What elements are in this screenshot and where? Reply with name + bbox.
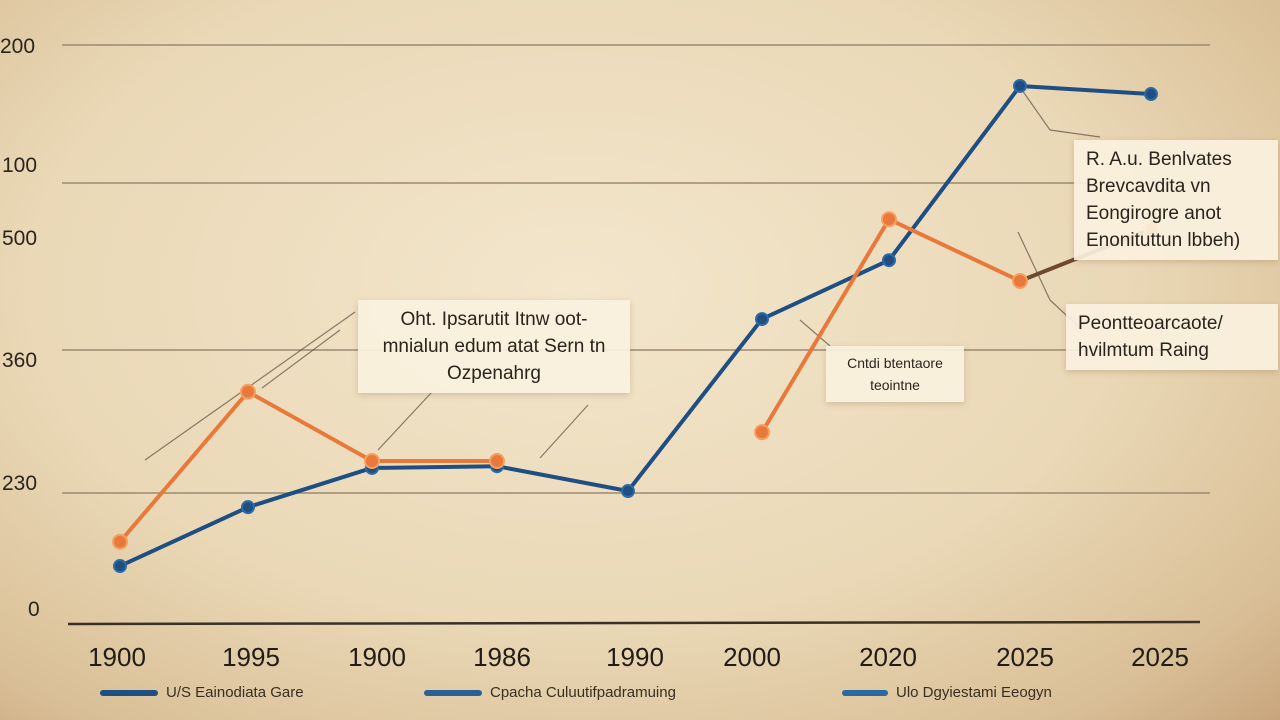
data-point [621, 484, 635, 499]
annotation-leader-line [1049, 129, 1101, 138]
annotation-leader-line [1021, 89, 1051, 131]
annotation-leader-line [1017, 231, 1051, 301]
legend-item: Ulo Dgyiestami Eeogyn [842, 684, 1052, 701]
annotation-leader-line [539, 404, 589, 459]
annotation-leader-line [377, 391, 433, 451]
series-line-0 [119, 83, 1152, 568]
data-point [881, 211, 897, 228]
y-tick-label: 100 [2, 154, 37, 177]
data-point [1013, 78, 1027, 93]
legend-item: Cpacha Culuutifpadramuing [424, 684, 676, 701]
data-point [241, 500, 255, 515]
x-tick-label: 1990 [606, 642, 664, 672]
data-point [113, 559, 127, 574]
annotation-leader-line [261, 329, 341, 389]
x-tick-label: 1900 [88, 642, 146, 672]
x-tick-label: 2025 [996, 642, 1054, 672]
x-tick-label: 2025 [1131, 642, 1189, 672]
y-tick-label: 200 [0, 35, 35, 58]
annotation-box: Cntdi btentaore teointne [826, 346, 964, 402]
legend-label: U/S Eainodiata Gare [166, 684, 304, 701]
legend-label: Cpacha Culuutifpadramuing [490, 684, 676, 701]
data-point [112, 533, 128, 550]
x-axis-line [67, 620, 1201, 626]
x-tick-label: 2020 [859, 642, 917, 672]
x-tick-label: 1986 [473, 642, 531, 672]
annotation-box: Peontteoarcaote/ hvilmtum Raing [1066, 304, 1278, 370]
y-tick-label: 0 [28, 598, 40, 621]
y-tick-label: 360 [2, 349, 37, 372]
data-point [240, 383, 256, 400]
annotation-box: R. A.u. Benlvates Brevcavdita vn Eongiro… [1074, 140, 1278, 260]
data-point [1012, 272, 1028, 289]
data-point [1144, 87, 1158, 102]
legend-item: U/S Eainodiata Gare [100, 684, 304, 701]
annotation-box: Oht. Ipsarutit Itnw oot- mnialun edum at… [358, 300, 630, 393]
x-tick-label: 1900 [348, 642, 406, 672]
annotation-leader-line [799, 319, 831, 347]
x-tick-label: 2000 [723, 642, 781, 672]
legend-swatch [100, 689, 158, 696]
series-line-1 [118, 389, 497, 544]
legend-swatch [842, 689, 888, 696]
data-point [882, 253, 896, 268]
y-tick-label: 230 [2, 472, 37, 495]
data-point [754, 424, 770, 441]
data-point [755, 312, 769, 327]
data-point [489, 453, 505, 470]
x-tick-label: 1995 [222, 642, 280, 672]
y-tick-label: 500 [2, 227, 37, 250]
data-point [364, 453, 380, 470]
legend-swatch [424, 689, 482, 696]
legend-label: Ulo Dgyiestami Eeogyn [896, 684, 1052, 701]
